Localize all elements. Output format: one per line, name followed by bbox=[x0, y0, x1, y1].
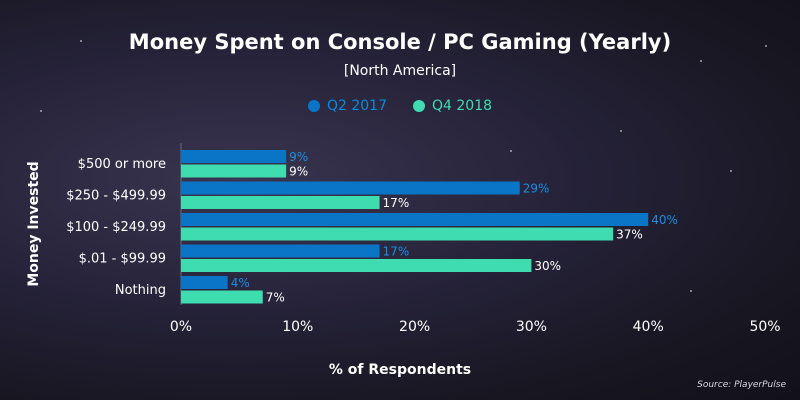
data-label: 9% bbox=[289, 150, 308, 164]
category-label: Nothing bbox=[115, 283, 166, 298]
x-tick-label: 20% bbox=[399, 319, 430, 335]
bar-q2-2017 bbox=[181, 244, 380, 258]
legend-swatch-q2-2017 bbox=[307, 100, 320, 112]
legend-item-q2-2017: Q2 2017 bbox=[307, 98, 387, 114]
data-label: 40% bbox=[651, 213, 678, 227]
bar-q4-2018 bbox=[181, 290, 263, 304]
bar-q4-2018 bbox=[181, 196, 380, 209]
category-label: $.01 - $99.99 bbox=[79, 252, 166, 267]
bar-q4-2018 bbox=[181, 227, 614, 241]
chart-subtitle: [North America] bbox=[343, 63, 457, 79]
x-tick-label: 10% bbox=[282, 319, 313, 335]
data-label: 17% bbox=[383, 245, 410, 259]
data-label: 9% bbox=[289, 165, 308, 179]
legend-label-q4-2018: Q4 2018 bbox=[432, 98, 493, 114]
legend-item-q4-2018: Q4 2018 bbox=[413, 98, 492, 114]
bar-q2-2017 bbox=[181, 181, 520, 195]
category-label: $100 - $249.99 bbox=[66, 220, 166, 235]
category-label: $500 or more bbox=[78, 157, 166, 172]
x-tick-label: 50% bbox=[749, 319, 780, 335]
x-tick-label: 30% bbox=[516, 319, 547, 335]
bar-q2-2017 bbox=[181, 150, 287, 163]
bar-q4-2018 bbox=[181, 259, 532, 272]
legend-swatch-q4-2018 bbox=[413, 100, 425, 112]
chart-title: Money Spent on Console / PC Gaming (Year… bbox=[128, 30, 672, 54]
x-tick-label: 40% bbox=[633, 319, 664, 335]
data-label: 17% bbox=[383, 196, 410, 210]
data-label: 37% bbox=[616, 228, 643, 242]
data-label: 30% bbox=[534, 259, 561, 273]
data-label: 29% bbox=[523, 182, 550, 196]
y-axis-title: Money Invested bbox=[26, 161, 42, 286]
source-note: Source: PlayerPulse bbox=[697, 380, 786, 390]
x-axis-title: % of Respondents bbox=[329, 362, 471, 378]
x-tick-label: 0% bbox=[170, 319, 192, 335]
legend: Q2 2017 Q4 2018 bbox=[0, 98, 800, 114]
data-label: 4% bbox=[231, 276, 250, 290]
bar-q4-2018 bbox=[181, 164, 287, 178]
data-label: 7% bbox=[266, 291, 285, 305]
bar-q2-2017 bbox=[181, 213, 649, 226]
category-label: $250 - $499.99 bbox=[66, 189, 166, 204]
legend-label-q2-2017: Q2 2017 bbox=[326, 98, 387, 114]
bar-q2-2017 bbox=[181, 276, 228, 289]
